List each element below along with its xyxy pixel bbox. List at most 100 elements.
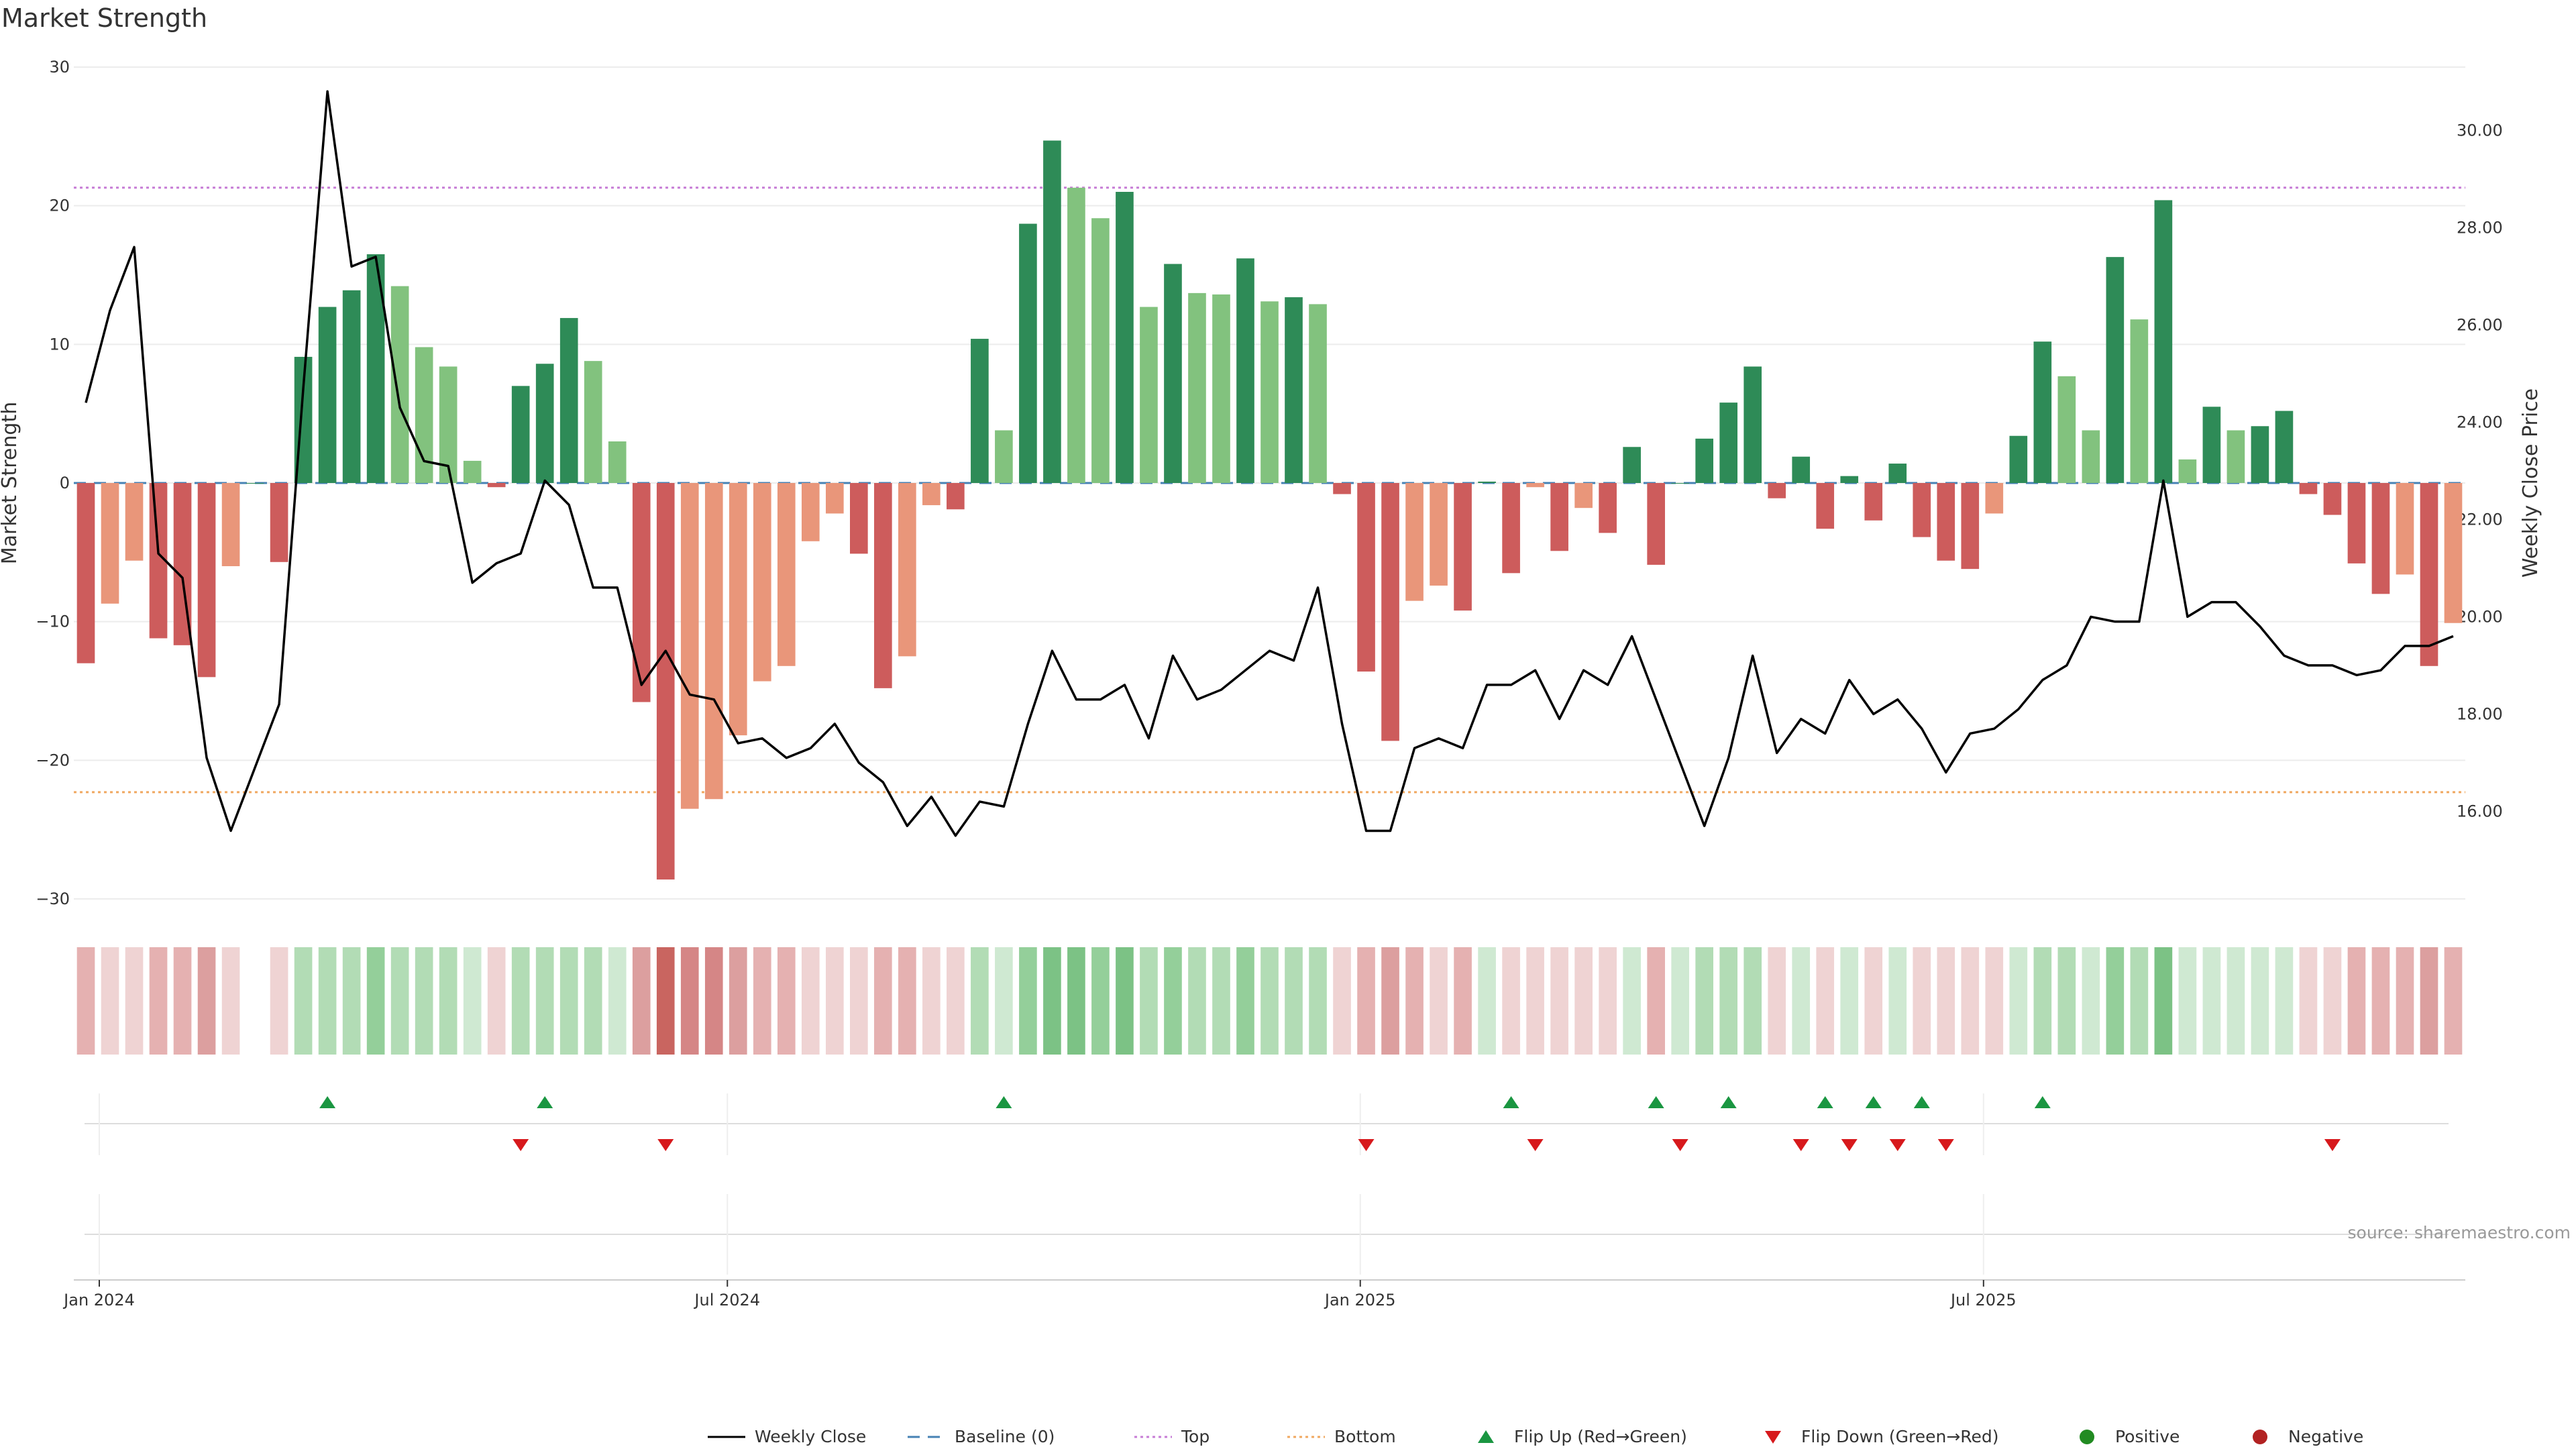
y2-tick-label: 26.00 — [2457, 315, 2503, 334]
strength-bar — [753, 483, 771, 682]
heatmap-cell — [1623, 947, 1641, 1055]
heatmap-cell — [1212, 947, 1230, 1055]
y2-axis-title: Weekly Close Price — [2519, 388, 2542, 578]
strength-bar — [197, 483, 216, 678]
flip-down-marker — [1841, 1139, 1858, 1151]
heatmap-cell — [1381, 947, 1399, 1055]
strength-bar — [1647, 483, 1665, 565]
strength-bar — [2347, 483, 2366, 564]
heatmap-cell — [1840, 947, 1859, 1055]
strength-bar — [704, 483, 723, 800]
heatmap-cell — [2396, 947, 2414, 1055]
strength-bar — [729, 483, 747, 736]
strength-bar — [1285, 297, 1303, 483]
chart-title: Market Strength — [1, 3, 207, 33]
heatmap-cell — [294, 947, 313, 1055]
strength-bar — [1357, 483, 1375, 672]
heatmap-cell — [149, 947, 168, 1055]
heatmap-cell — [1743, 947, 1762, 1055]
heatmap-cell — [1430, 947, 1448, 1055]
strength-bar — [2323, 483, 2342, 515]
strength-bar — [1091, 218, 1110, 483]
heatmap-cell — [1260, 947, 1279, 1055]
heatmap-cell — [2323, 947, 2342, 1055]
heatmap-cell — [1333, 947, 1351, 1055]
strength-bar — [2178, 459, 2197, 483]
heatmap-cell — [511, 947, 530, 1055]
y-tick-label: −30 — [36, 890, 70, 908]
strength-bar — [2082, 430, 2100, 483]
strength-bar — [2202, 407, 2221, 483]
strength-bar — [2444, 483, 2463, 623]
heatmap-cell — [173, 947, 192, 1055]
heatmap-cell — [2154, 947, 2173, 1055]
heatmap-cell — [898, 947, 916, 1055]
heatmap-cell — [2420, 947, 2438, 1055]
strength-bar — [1961, 483, 1980, 570]
flip-up-marker — [1648, 1096, 1664, 1108]
heatmap-cell — [971, 947, 989, 1055]
strength-bar — [680, 483, 699, 809]
weekly-close-line — [85, 90, 2454, 837]
strength-bar — [1816, 483, 1835, 529]
strength-bar — [1236, 258, 1254, 483]
strength-bar — [101, 483, 119, 604]
legend-swatch-flip-down — [1765, 1431, 1781, 1444]
y2-tick-label: 30.00 — [2457, 121, 2503, 140]
heatmap-cell — [801, 947, 820, 1055]
strength-bar — [850, 483, 868, 554]
strength-bar — [801, 483, 820, 541]
flip-up-marker — [1720, 1096, 1737, 1108]
heatmap-cell — [1067, 947, 1085, 1055]
heatmap-cell — [680, 947, 699, 1055]
heatmap-cell — [1116, 947, 1134, 1055]
flip-down-marker — [1792, 1139, 1809, 1151]
heatmap-cell — [487, 947, 506, 1055]
strength-bar — [656, 483, 675, 880]
heatmap-cell — [1719, 947, 1738, 1055]
strength-bar — [1164, 264, 1182, 483]
heatmap-cell — [1309, 947, 1327, 1055]
flip-up-marker — [2034, 1096, 2051, 1108]
heatmap-cell — [1671, 947, 1689, 1055]
flip-up-marker — [1817, 1096, 1833, 1108]
strength-bar — [1671, 483, 1689, 484]
heatmap-cell — [608, 947, 627, 1055]
heatmap-cell — [1526, 947, 1544, 1055]
legend-swatch-positive — [2080, 1430, 2094, 1444]
heatmap-cell — [1816, 947, 1835, 1055]
y-tick-label: 10 — [49, 335, 70, 354]
heatmap-cell — [101, 947, 119, 1055]
flip-down-marker — [1527, 1139, 1544, 1151]
strength-bar — [2371, 483, 2390, 594]
heatmap-cell — [1091, 947, 1110, 1055]
heatmap-cell — [947, 947, 965, 1055]
strength-bar — [1719, 402, 1738, 483]
y-tick-label: 30 — [49, 58, 70, 76]
legend-label: Flip Down (Green→Red) — [1801, 1427, 1999, 1446]
strength-bar — [1840, 476, 1859, 483]
heatmap-cell — [1140, 947, 1158, 1055]
strength-bar — [463, 460, 482, 483]
y-tick-label: 0 — [60, 474, 70, 492]
x-tick-label: Jul 2025 — [1949, 1291, 2017, 1309]
strength-bar — [1260, 301, 1279, 483]
strength-bar — [608, 441, 627, 483]
strength-bar — [1574, 483, 1593, 508]
strength-bar — [1792, 456, 1811, 483]
heatmap-cell — [1792, 947, 1811, 1055]
heatmap-cell — [197, 947, 216, 1055]
heatmap-cell — [1019, 947, 1037, 1055]
heatmap-cell — [2130, 947, 2149, 1055]
flip-markers-panel — [85, 1093, 2449, 1275]
y2-tick-label: 28.00 — [2457, 218, 2503, 237]
heatmap-cell — [439, 947, 458, 1055]
y2-tick-label: 22.00 — [2457, 510, 2503, 529]
flip-down-marker — [1937, 1139, 1954, 1151]
strength-bar — [2106, 257, 2125, 483]
flip-down-marker — [1889, 1139, 1906, 1151]
weekly-close-polyline — [85, 90, 2454, 837]
strength-heatmap-row — [76, 947, 2463, 1055]
y2-tick-label: 16.00 — [2457, 802, 2503, 820]
